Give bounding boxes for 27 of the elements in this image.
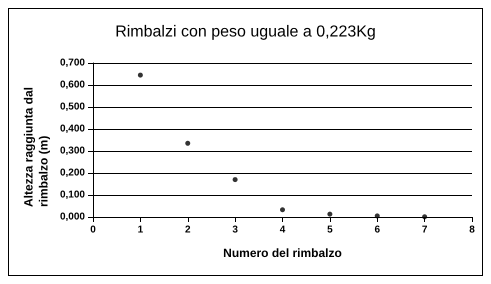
point <box>185 140 190 146</box>
y-axis-title: Altezza raggiunta dal rimbalzo (m) <box>22 84 50 207</box>
y-tick-label: 0,400 <box>60 124 86 134</box>
x-axis-title: Numero del rimbalzo <box>223 246 342 260</box>
y-tick-label: 0,300 <box>60 146 86 156</box>
y-tick-label: 0,200 <box>60 168 86 178</box>
point <box>422 214 428 220</box>
y-tick-label: 0,600 <box>60 80 86 90</box>
x-tick-label: 7 <box>422 224 428 236</box>
point <box>138 72 143 78</box>
x-tick-label: 0 <box>90 224 96 236</box>
y-tick-label: 0,100 <box>60 190 86 200</box>
x-tick-label: 8 <box>469 224 476 236</box>
x-tick-label: 5 <box>327 224 334 236</box>
y-tick-label: 0,000 <box>60 212 86 222</box>
y-tick-label: 0,700 <box>60 58 86 68</box>
y-tick-label: 0,500 <box>60 102 86 112</box>
point <box>374 213 380 218</box>
x-tick-label: 6 <box>374 224 380 236</box>
point <box>327 212 332 217</box>
x-tick-label: 1 <box>138 224 144 236</box>
x-tick-label: 3 <box>232 224 238 236</box>
x-tick-label: 4 <box>280 224 286 236</box>
point <box>232 177 238 182</box>
point <box>280 207 285 212</box>
x-tick-label: 2 <box>184 224 191 236</box>
chart-title: Rimbalzi con peso uguale a 0,223Kg <box>115 24 376 40</box>
